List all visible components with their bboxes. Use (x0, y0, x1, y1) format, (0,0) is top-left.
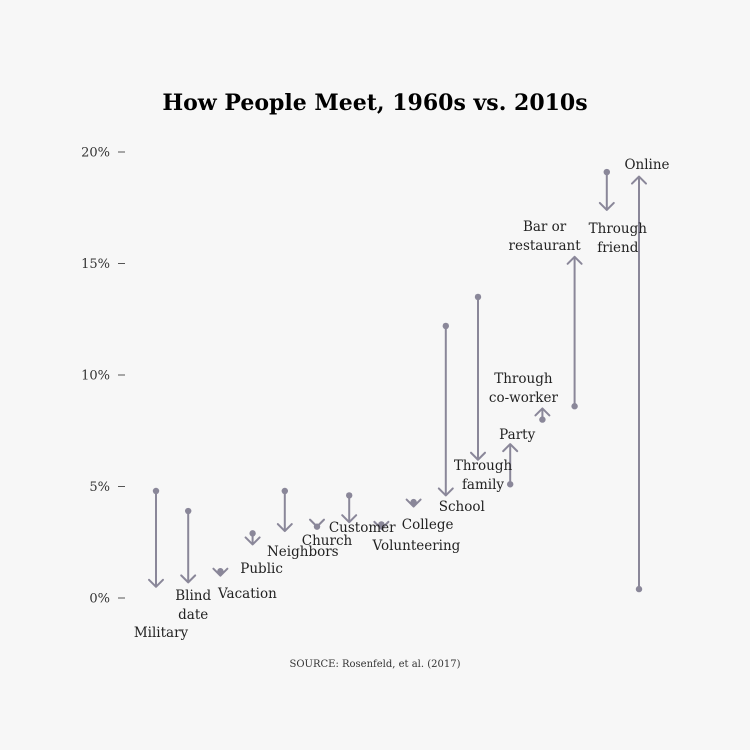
category-label: Party (499, 427, 535, 443)
arrow-party (502, 443, 519, 488)
arrow-head (566, 255, 583, 265)
arrows-layer (148, 168, 647, 593)
category-label: Military (134, 625, 189, 641)
start-dot (185, 507, 192, 515)
category-label: Public (240, 561, 283, 577)
arrow-through-family (470, 293, 486, 461)
chart-title: How People Meet, 1960s vs. 2010s (162, 90, 587, 116)
y-tick-label: 10% (81, 369, 110, 384)
arrow-head (405, 498, 422, 508)
arrow-public (244, 530, 261, 546)
arrow-through-co-worker (534, 407, 551, 423)
start-dot (410, 498, 417, 506)
category-label: Church (302, 533, 353, 549)
arrow-head (276, 523, 293, 533)
category-label: Through friend (589, 221, 648, 256)
arrow-church (309, 518, 325, 530)
start-dot (539, 416, 546, 423)
arrow-head (212, 567, 229, 577)
arrow-blind-date (180, 507, 197, 584)
start-dot (442, 322, 449, 330)
arrow-head (502, 443, 519, 453)
start-dot (152, 487, 160, 495)
y-tick-label: 0% (89, 592, 110, 607)
category-label: Online (624, 157, 669, 173)
arrow-college (405, 498, 422, 508)
arrow-head (534, 407, 551, 417)
category-label: Volunteering (371, 538, 460, 554)
category-label: Customer (329, 520, 396, 536)
y-axis: 0% 5% 10% 15% 20% (81, 146, 125, 607)
y-tick-label: 5% (89, 480, 110, 495)
arrow-head (244, 536, 261, 546)
arrow-customer (341, 492, 358, 524)
arrow-head (148, 578, 164, 588)
arrow-through-friend (598, 168, 615, 211)
category-labels: Military Blind date Vacation PublicNeighbors… (134, 157, 670, 641)
category-label: Blind date (175, 588, 211, 623)
arrow-head (631, 175, 647, 185)
start-dot (313, 523, 321, 530)
arrow-head (180, 574, 197, 584)
arrow-head (373, 520, 390, 530)
start-dot (635, 585, 643, 593)
y-tick-label: 20% (81, 146, 110, 161)
arrow-head (470, 451, 486, 461)
start-dot (217, 568, 224, 575)
start-dot (603, 168, 610, 176)
source-note: SOURCE: Rosenfeld, et al. (2017) (289, 659, 460, 670)
arrow-head (437, 487, 454, 497)
start-dot (346, 492, 353, 499)
arrow-volunteering (373, 520, 390, 530)
start-dot (249, 530, 256, 537)
arrow-head (341, 514, 358, 524)
category-label: College (402, 517, 454, 533)
arrow-military (148, 487, 164, 588)
arrow-school (437, 322, 454, 497)
arrow-neighbors (276, 487, 293, 533)
category-label: Through co-worker (489, 371, 559, 406)
start-dot (474, 293, 482, 301)
start-dot (281, 487, 288, 495)
start-dot (378, 521, 385, 528)
start-dot (507, 481, 514, 488)
category-label: Vacation (217, 586, 277, 602)
arrow-head (598, 201, 615, 211)
category-label: School (439, 499, 485, 515)
arrow-vacation (212, 567, 229, 577)
y-tick-label: 15% (81, 257, 110, 272)
arrow-online (631, 175, 647, 593)
category-label: Through family (454, 458, 513, 493)
category-label: Neighbors (267, 544, 339, 560)
category-label: Bar or restaurant (509, 219, 582, 254)
start-dot (571, 403, 578, 410)
arrow-baror-restaurant (566, 255, 583, 410)
